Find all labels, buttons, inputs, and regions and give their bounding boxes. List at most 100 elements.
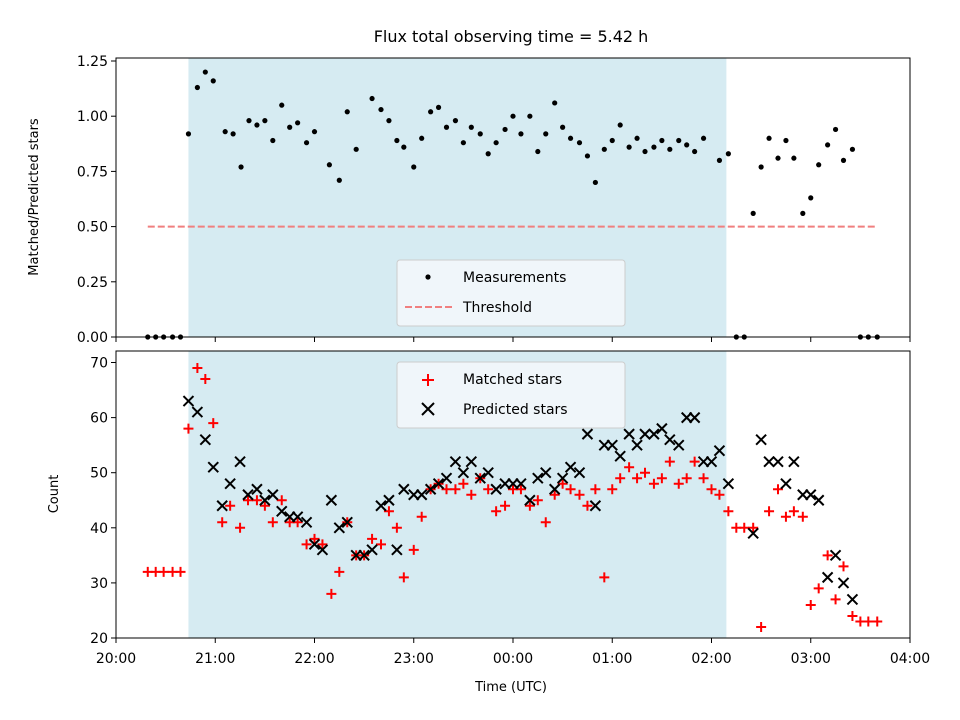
bottom-y-tick-label: 40 [90, 521, 108, 537]
matched-star-point [408, 544, 419, 555]
predicted-star-point [788, 455, 800, 468]
measurement-point [758, 164, 764, 170]
measurement-point [394, 137, 400, 144]
matched-star-point [764, 506, 775, 517]
x-tick-label: 04:00 [890, 651, 930, 667]
matched-star-point [276, 495, 287, 506]
measurement-point [800, 210, 806, 216]
matched-star-point [805, 599, 816, 610]
predicted-star-point [713, 444, 726, 457]
matched-star-point [830, 594, 841, 605]
matched-star-point [838, 561, 849, 572]
predicted-star-point [300, 516, 313, 529]
predicted-star-point [465, 455, 478, 468]
predicted-star-point [589, 500, 602, 512]
matched-star-point [615, 473, 626, 484]
predicted-star-point [705, 455, 718, 468]
predicted-star-point [639, 428, 651, 440]
measurement-point [468, 124, 474, 130]
bottom-y-tick-label: 50 [90, 466, 108, 482]
x-tick-label: 22:00 [294, 651, 334, 667]
predicted-star-point [722, 478, 735, 490]
top-y-tick-label: 0.75 [77, 164, 108, 180]
measurement-point [700, 135, 707, 141]
matched-star-point [367, 533, 378, 544]
predicted-star-point [375, 500, 387, 512]
measurement-point [634, 135, 640, 141]
bottom-y-ticks: 20 30 40 50 60 70 [90, 356, 116, 647]
predicted-star-point [515, 478, 527, 490]
measurement-point [849, 146, 856, 152]
measurement-point [543, 131, 549, 137]
predicted-star-point [532, 472, 544, 484]
bottom-legend-box [396, 361, 626, 429]
matched-star-point [797, 511, 808, 522]
predicted-star-point [763, 455, 775, 468]
predicted-star-point [325, 494, 338, 506]
bottom-x-ticks: 20:00 21:00 22:00 23:00 00:00 01:00 02:00 03:00… [96, 638, 930, 667]
predicted-star-point [216, 500, 228, 512]
predicted-star-point [556, 472, 569, 484]
measurement-point [659, 137, 665, 144]
predicted-star-point [291, 511, 304, 523]
x-axis-label: Time (UTC) [474, 680, 547, 695]
predicted-star-point [821, 571, 834, 584]
predicted-legend-label: Predicted stars [463, 402, 568, 418]
measurement-point [502, 126, 508, 133]
predicted-star-point [747, 527, 759, 540]
measurement-point [369, 95, 375, 102]
predicted-star-point [199, 433, 212, 446]
predicted-star-point [755, 433, 767, 446]
predicted-star-point [398, 483, 410, 495]
predicted-star-point [182, 395, 195, 407]
top-y-tick-label: 1.00 [77, 109, 108, 125]
matched-star-point [383, 506, 394, 517]
measurement-point [642, 148, 648, 155]
predicted-star-point [308, 538, 321, 551]
measurement-point [262, 118, 268, 124]
measurement-point [401, 144, 407, 150]
matched-star-point [243, 495, 254, 506]
matched-star-point [458, 478, 469, 489]
predicted-star-point [440, 472, 453, 484]
measurement-point [651, 144, 657, 150]
matched-star-point [441, 484, 452, 495]
measurement-point [452, 118, 459, 124]
predicted-star-point [191, 406, 204, 418]
measurement-point [684, 142, 690, 148]
matched-star-point [813, 583, 824, 594]
measurement-point [766, 135, 772, 141]
matched-star-point [183, 423, 194, 434]
matched-star-point [532, 495, 543, 506]
measurement-point [510, 113, 516, 119]
measurement-point [326, 162, 332, 168]
predicted-star-point [664, 433, 676, 446]
top-y-tick-label: 0.25 [77, 275, 108, 291]
bottom-y-axis-label: Count [47, 475, 62, 514]
measurement-point [254, 122, 260, 128]
predicted-star-point [631, 439, 643, 451]
measurement-point [560, 124, 566, 130]
matched-star-point [491, 506, 502, 517]
measurement-point [617, 122, 623, 128]
matched-star-point [192, 363, 203, 374]
measurement-point [270, 137, 276, 144]
matched-star-point [225, 500, 236, 511]
predicted-star-point [837, 577, 850, 589]
matched-star-point [780, 511, 791, 522]
predicted-star-point [234, 455, 246, 468]
measurement-point [552, 100, 558, 106]
top-x-ticks [115, 337, 911, 342]
predicted-star-point [812, 494, 825, 506]
matched-star-point [466, 489, 477, 500]
matched-star-point [863, 616, 874, 627]
predicted-star-point [391, 544, 403, 556]
measurement-point [287, 124, 293, 130]
predicted-star-point [805, 489, 817, 501]
matched-star-point [175, 566, 186, 577]
top-y-ticks: 0.00 0.25 0.50 0.75 1.00 1.25 [77, 54, 116, 346]
matched-star-point [235, 522, 246, 533]
measurement-point [825, 142, 831, 148]
predicted-legend-marker [421, 402, 435, 416]
matched-star-point [706, 484, 717, 495]
